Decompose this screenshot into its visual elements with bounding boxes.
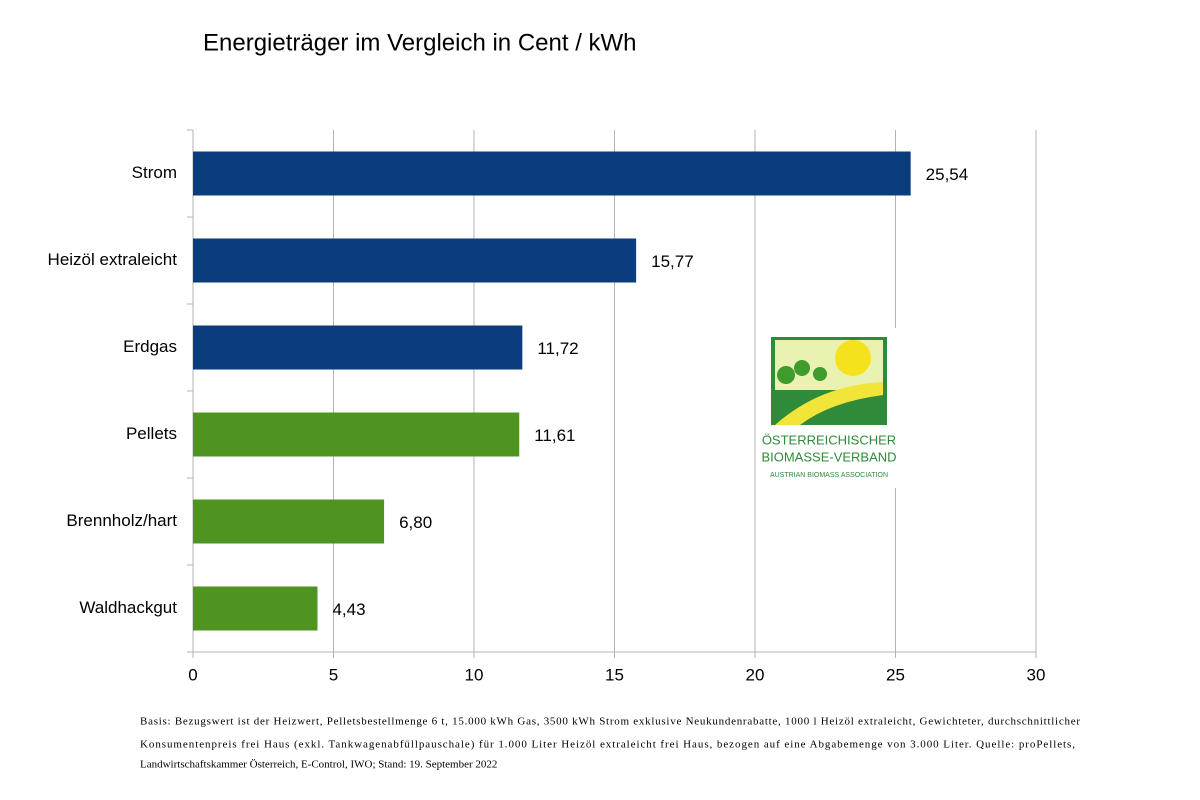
x-tick-label: 0 [188,665,197,684]
footnote: Landwirtschaftskammer Österreich, E-Cont… [140,759,497,771]
bar [193,238,637,283]
plot-area: 0 5 10 15 20 25 30 Strom 25,54 Heizöl extraleicht… [48,129,1046,684]
y-tick-label: Strom [132,163,177,182]
y-tick-label: Pellets [126,424,177,443]
footnote: Konsumentenpreis frei Haus (exkl. Tankwa… [140,739,1075,751]
data-label: 25,54 [926,165,969,184]
logo-text: BIOMASSE-VERBAND [761,449,896,464]
data-label: 11,61 [534,426,575,445]
bar [193,586,318,631]
logo-road [775,382,883,425]
bar [193,325,523,370]
data-label: 11,72 [537,339,578,358]
x-tick-label: 30 [1027,665,1046,684]
data-label: 4,43 [332,600,365,619]
y-tick-label: Erdgas [123,337,177,356]
data-label: 15,77 [651,252,694,271]
bar [193,499,385,544]
y-tick-label: Heizöl extraleicht [48,250,178,269]
logo-tree [794,360,810,376]
x-tick-label: 15 [605,665,624,684]
y-tick-label: Brennholz/hart [66,511,177,530]
x-tick-label: 10 [465,665,484,684]
y-tick-label: Waldhackgut [79,598,177,617]
x-tick-label: 5 [329,665,338,684]
chart-title: Energieträger im Vergleich in Cent / kWh [203,29,637,56]
logo-sun [835,340,871,376]
x-tick-label: 25 [886,665,905,684]
logo: ÖSTERREICHISCHER BIOMASSE-VERBAND AUSTRI… [760,328,900,488]
bar [193,151,911,196]
x-tick-label: 20 [746,665,765,684]
logo-text: ÖSTERREICHISCHER [762,432,896,447]
footnote: Basis: Bezugswert ist der Heizwert, Pell… [140,716,1080,728]
bar [193,412,520,457]
logo-tree [813,367,827,381]
logo-tree [777,366,795,384]
data-label: 6,80 [399,513,432,532]
logo-text: AUSTRIAN BIOMASS ASSOCIATION [770,472,888,479]
